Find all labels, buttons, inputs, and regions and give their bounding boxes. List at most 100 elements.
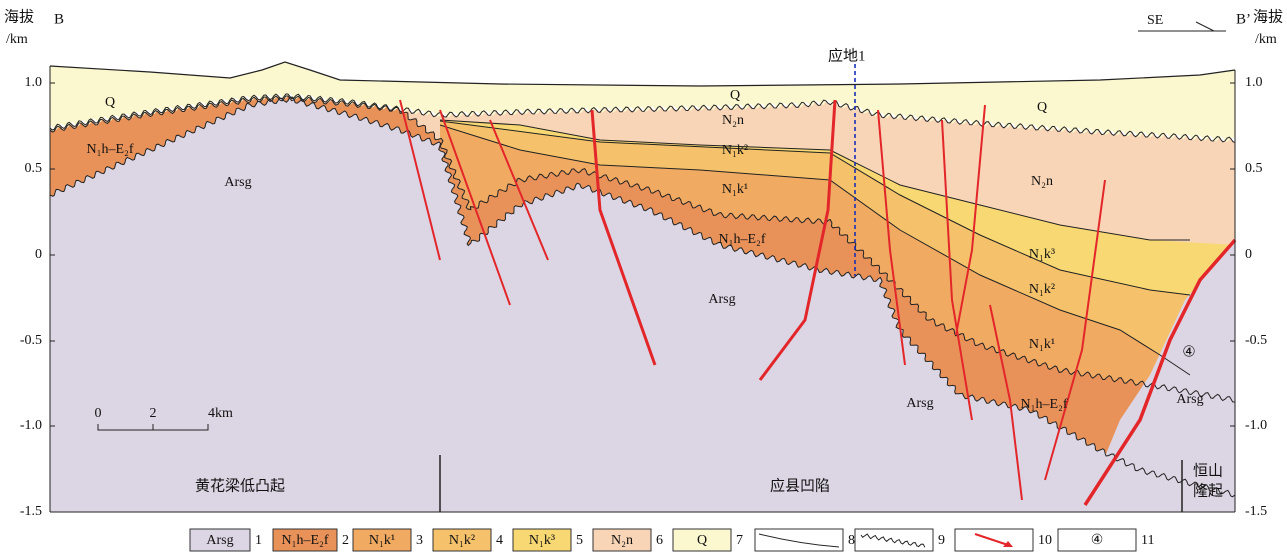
legend-number: 8 — [848, 533, 855, 548]
legend-number: 4 — [496, 533, 503, 548]
legend-number: 2 — [342, 533, 349, 548]
axis-title: 海拔 — [1253, 8, 1283, 25]
legend-number: 6 — [656, 533, 663, 548]
direction-arrow — [1195, 21, 1215, 32]
unconformity — [49, 93, 1236, 143]
legend-label: N₁k¹ — [369, 533, 395, 548]
scale-label: 2 — [150, 406, 157, 421]
y-tick-label: 0.5 — [25, 161, 43, 176]
well-label: 应地1 — [828, 46, 866, 64]
unit-label: N₁k³ — [1029, 247, 1055, 262]
conformity — [439, 119, 1190, 241]
scale-label: 0 — [95, 406, 102, 421]
legend-label: ④ — [1091, 533, 1104, 548]
legend-label: N₁k² — [449, 533, 475, 548]
unit-label: N₁h–E₂f — [718, 232, 765, 247]
layer-q — [50, 62, 1235, 143]
labels: 1.0 1.0 0.5 0.5 0 0 -0.5 -0.5 -1.0 -1.0 -1.5 -1.5 海拔… — [4, 8, 1283, 519]
unit-label: N₁k² — [1029, 282, 1055, 297]
unit-label: Q — [1037, 100, 1047, 115]
legend-fault-arrow — [1003, 541, 1013, 547]
legend-number: 11 — [1141, 533, 1154, 548]
legend-box — [592, 528, 652, 552]
y-tick-label: -1.5 — [20, 504, 42, 519]
legend-box — [512, 528, 572, 552]
fault — [439, 109, 511, 306]
unit-label: N₁k¹ — [1029, 337, 1055, 352]
legend-line — [758, 533, 840, 548]
legend-box — [854, 528, 934, 552]
legend-box — [672, 528, 732, 552]
legend-box — [432, 528, 492, 552]
conformity — [439, 120, 1191, 296]
legend-number: 1 — [255, 533, 262, 548]
legend-label: N₁k³ — [529, 533, 555, 548]
layers — [50, 62, 1235, 512]
axis-unit: /km — [1255, 32, 1277, 47]
y-tick-label: 0 — [35, 247, 42, 262]
section-end: B’ — [1236, 11, 1251, 27]
topography — [49, 61, 1236, 87]
unconformity — [49, 95, 1235, 403]
region-label: 恒山 — [1193, 462, 1223, 479]
fault — [590, 109, 657, 366]
y-tick-label-right: 1.0 — [1245, 75, 1263, 90]
legend-fault — [974, 533, 1012, 547]
unit-label: N₁k¹ — [722, 182, 748, 197]
fault — [1044, 179, 1106, 481]
y-tick-label-right: -1.5 — [1245, 504, 1267, 519]
legend-label: N₂n — [611, 533, 633, 548]
unit-label: N₁h–E₂f — [1020, 397, 1067, 412]
fault — [941, 119, 973, 421]
boundaries — [49, 61, 1237, 513]
fault-main — [1083, 238, 1237, 506]
legend-box — [352, 528, 412, 552]
region-label: 隆起 — [1193, 482, 1223, 499]
region-label: 应县凹陷 — [770, 476, 830, 494]
legend-label: N₁h–E₂f — [281, 533, 328, 548]
legend-number: 3 — [416, 533, 423, 548]
fault — [399, 99, 441, 261]
direction-label: SE — [1147, 13, 1163, 28]
axis-unit: /km — [6, 32, 28, 47]
legend-wavy — [860, 533, 926, 548]
y-tick-label: -1.0 — [20, 418, 42, 433]
unit-label: Q — [105, 95, 115, 110]
legend-box — [189, 528, 251, 552]
unit-label: Arsg — [906, 396, 933, 411]
y-tick-label-right: 0 — [1245, 247, 1252, 262]
scale-label: 4km — [208, 406, 233, 421]
y-tick-label-right: 0.5 — [1245, 161, 1263, 176]
unit-label: N₁h–E₂f — [86, 142, 133, 157]
unit-label: N₂n — [722, 113, 744, 128]
legend-number: 5 — [576, 533, 583, 548]
y-tick-label: -0.5 — [20, 333, 42, 348]
section-start: B — [54, 11, 64, 27]
region-label: 黄花梁低凸起 — [195, 477, 285, 494]
unconformity — [49, 96, 1236, 498]
legend-box — [754, 528, 844, 552]
legend-label: Q — [697, 533, 707, 548]
conformity — [439, 124, 1191, 376]
fault — [758, 99, 837, 381]
fault — [489, 119, 549, 261]
fault — [877, 109, 906, 366]
unit-label: N₂n — [1031, 174, 1053, 189]
unit-label: Arsg — [1176, 392, 1203, 407]
fault — [955, 104, 986, 336]
unit-label: N₁k² — [722, 143, 748, 158]
y-tick-label: 1.0 — [25, 75, 43, 90]
y-tick-label-right: -0.5 — [1245, 333, 1267, 348]
legend-number: 10 — [1038, 533, 1052, 548]
legend-number: 7 — [736, 533, 743, 548]
legend: Arsg 1 N₁h–E₂f 2 N₁k¹ 3 N₁k² 4 N₁k³ 5 N₂n 6 Q 7 8 9 10 ④ 1… — [189, 528, 1154, 552]
unit-label: Arsg — [708, 292, 735, 307]
legend-box — [1057, 528, 1137, 552]
layer-arsg — [50, 97, 1235, 512]
unit-label: Arsg — [224, 175, 251, 190]
fault-number: ④ — [1182, 344, 1195, 360]
fault — [989, 304, 1023, 501]
unit-label: Q — [730, 88, 740, 103]
legend-label: Arsg — [206, 533, 233, 548]
